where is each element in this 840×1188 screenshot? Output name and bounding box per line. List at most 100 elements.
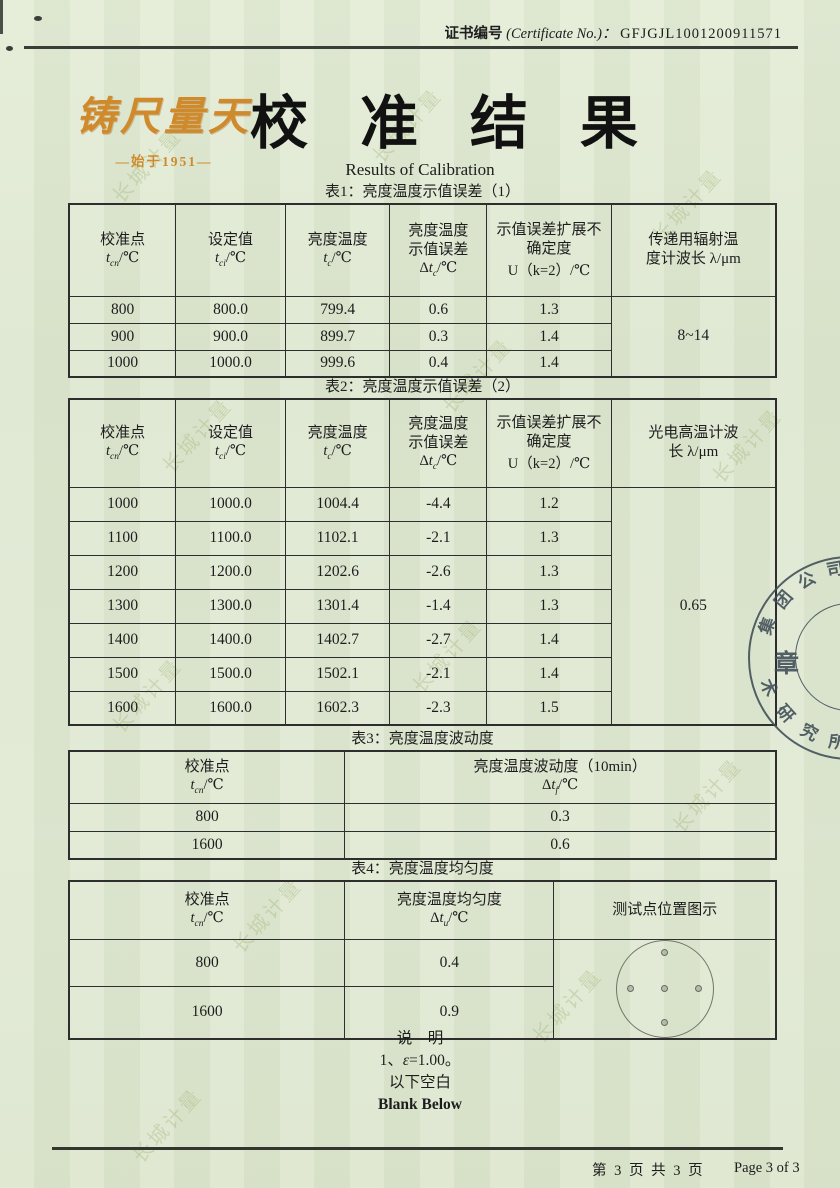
symbol-tci: tci/℃ <box>215 250 246 269</box>
sym-part: c <box>327 259 332 270</box>
header-label: 亮度温度均匀度 <box>396 892 502 909</box>
table-row: 800 0.3 <box>68 802 777 832</box>
table-cell: 1.4 <box>486 622 612 658</box>
symbol-tcn: tcn/℃ <box>190 910 223 929</box>
certificate-number-line: 证书编号 (Certificate No.)： GFJGJL1001200911… <box>445 22 782 43</box>
header-label: 光电高温计波 <box>648 425 739 442</box>
table1: 校准点 tcn/℃ 设定值 tci/℃ 亮度温度 tc/℃ 亮度温度 示值误差 … <box>68 203 777 378</box>
symbol-uk2: U（k=2）/℃ <box>507 262 591 279</box>
table-cell: 1400 <box>68 622 177 658</box>
table-cell: 1600 <box>68 830 346 860</box>
page-subtitle: Results of Calibration <box>345 160 495 179</box>
sym-part: c <box>432 461 438 472</box>
table4-block: 表4：亮度温度均匀度 校准点 tcn/℃ 亮度温度均匀度 Δtu/℃ 测试点位置… <box>68 857 777 1040</box>
table-cell: -2.1 <box>389 656 488 692</box>
sym-part: t <box>323 250 328 267</box>
table-cell: 0.4 <box>389 349 488 378</box>
header-label: 长 λ/μm <box>668 444 719 461</box>
table-cell: 1301.4 <box>284 588 391 624</box>
table-cell: 1100 <box>68 520 177 556</box>
table-cell: 800 <box>68 295 177 324</box>
table2: 校准点 tcn/℃ 设定值 tci/℃ 亮度温度 tc/℃ 亮度温度 示值误差 … <box>68 398 777 726</box>
header-label: 校准点 <box>184 892 230 909</box>
test-points-circle-diagram <box>615 939 714 1038</box>
test-point-dot <box>626 984 634 992</box>
sym-part: Δ <box>419 259 429 276</box>
header-label: 示值误差 <box>408 241 469 258</box>
certificate-number: GFJGJL1001200911571 <box>620 26 782 42</box>
symbol-tci: tci/℃ <box>215 443 246 462</box>
table-row: 1600 0.9 <box>68 985 776 1040</box>
sym-part: t <box>428 259 433 276</box>
sym-part: Δ <box>419 452 429 469</box>
sym-part: ci <box>219 259 226 270</box>
sym-part: /℃ <box>203 910 224 927</box>
footer-page-number-en: Page 3 of 3 <box>734 1160 800 1176</box>
table-row: 1000 1000.0 1004.4 -4.4 1.2 0.65 <box>68 486 777 726</box>
header-label: 测试点位置图示 <box>612 901 718 918</box>
stamp-center-char: 章 <box>774 651 800 678</box>
header-label: 亮度温度 <box>408 415 469 432</box>
table-cell: 1202.6 <box>284 554 391 590</box>
header-rule <box>24 46 798 49</box>
table-cell: 1.4 <box>486 656 612 692</box>
sym-part: t <box>214 250 219 267</box>
table-cell: 1200 <box>68 554 177 590</box>
table-cell: 0.6 <box>389 295 488 324</box>
note-equation: =1.00。 <box>409 1052 461 1069</box>
table-cell: -2.7 <box>389 622 488 658</box>
table-cell: 0.3 <box>389 322 488 351</box>
table-cell: 1.3 <box>486 554 612 590</box>
sym-part: c <box>327 452 332 463</box>
sym-part: u <box>443 919 449 930</box>
sym-part: /℃ <box>225 443 247 460</box>
table-cell: 900.0 <box>175 322 286 351</box>
test-point-dot <box>660 948 668 956</box>
table-cell: 0.4 <box>344 938 555 987</box>
table-row: 1200 1200.0 1202.6 -2.6 1.3 <box>68 554 776 590</box>
header-label: 亮度温度 <box>307 425 368 442</box>
epsilon-symbol: ε <box>402 1052 409 1069</box>
symbol-dtc: Δtc/℃ <box>419 260 457 279</box>
table1-header-lum-temp: 亮度温度 tc/℃ <box>284 203 391 297</box>
table-cell-test-point-diagram <box>553 938 777 1039</box>
note-item-1: 1、ε=1.00。 <box>0 1050 840 1072</box>
header-label: 示值误差扩展不 <box>496 414 602 431</box>
blank-below-en: Blank Below <box>378 1096 462 1113</box>
table3-block: 表3：亮度温度波动度 校准点 tcn/℃ 亮度温度波动度（10min） Δtf/… <box>68 727 777 860</box>
header-label: 示值误差扩展不 <box>496 221 602 238</box>
sym-part: Δ <box>541 777 552 794</box>
table-cell: -1.4 <box>389 588 488 624</box>
test-point-dot <box>660 984 668 992</box>
sym-part: cn <box>110 452 119 463</box>
scan-speck <box>6 46 13 51</box>
table-cell: 800 <box>68 802 346 832</box>
certificate-label-cn: 证书编号 <box>444 26 503 42</box>
sym-part: cn <box>110 259 119 270</box>
symbol-tc: tc/℃ <box>323 443 352 462</box>
table-cell: 1000.0 <box>175 486 286 522</box>
symbol-tcn: tcn/℃ <box>190 777 223 796</box>
stamp-char: 所 <box>827 731 840 754</box>
table-cell: 999.6 <box>284 349 391 378</box>
brand-logo: 铸尺量天 —始于1951— <box>76 84 252 170</box>
table-row: 800 0.4 <box>68 938 777 1039</box>
symbol-tcn: tcn/℃ <box>106 250 139 269</box>
table1-header-set-value: 设定值 tci/℃ <box>175 203 286 297</box>
table1-header-uncertainty: 示值误差扩展不 确定度 U（k=2）/℃ <box>486 203 612 297</box>
table-cell: 1400.0 <box>175 622 286 658</box>
table-cell-merged-wavelength: 0.65 <box>610 486 777 726</box>
table-cell: 1402.7 <box>284 622 391 658</box>
sym-part: /℃ <box>557 777 579 794</box>
table-row: 1400 1400.0 1402.7 -2.7 1.4 <box>68 622 776 658</box>
sym-part: t <box>106 250 111 267</box>
table-row: 900 900.0 899.7 0.3 1.4 <box>68 322 776 351</box>
sym-part: cn <box>194 786 204 797</box>
table4: 校准点 tcn/℃ 亮度温度均匀度 Δtu/℃ 测试点位置图示 800 0.4 <box>68 880 777 1040</box>
table-cell: 1200.0 <box>175 554 286 590</box>
sym-part: t <box>214 443 219 460</box>
table4-header-row: 校准点 tcn/℃ 亮度温度均匀度 Δtu/℃ 测试点位置图示 <box>68 880 777 940</box>
stamp-char: 司 <box>824 558 840 581</box>
table-row: 800 800.0 799.4 0.6 1.3 8~14 <box>68 295 777 378</box>
